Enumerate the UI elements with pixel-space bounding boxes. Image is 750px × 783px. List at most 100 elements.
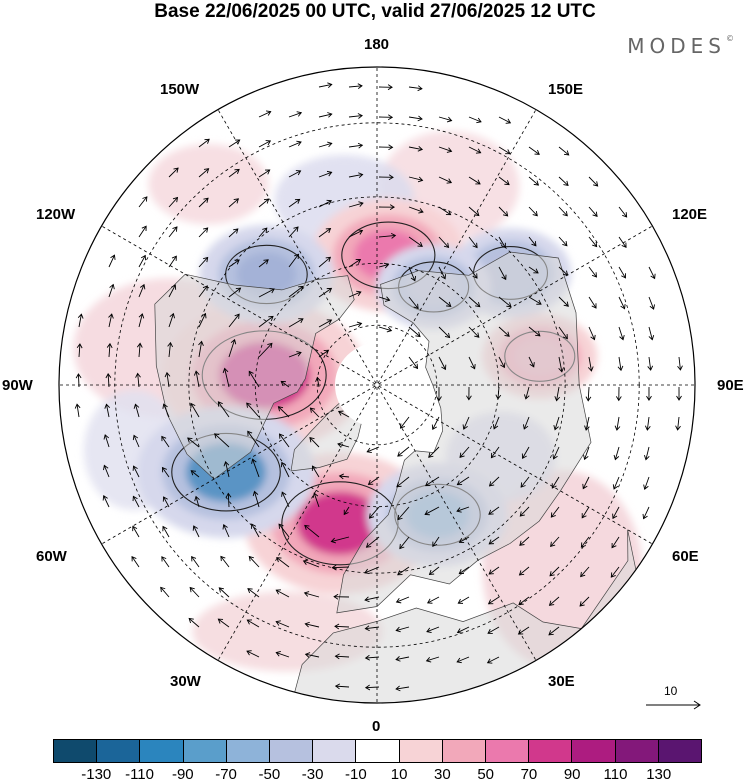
wind-arrow (248, 371, 260, 388)
wind-arrow-head (106, 342, 113, 349)
wind-arrow (468, 266, 478, 279)
wind-arrow-head (234, 259, 240, 265)
wind-arrow (348, 322, 362, 328)
wind-arrow-head (387, 114, 394, 121)
wind-arrow (198, 257, 209, 268)
wind-arrow-head (621, 242, 627, 249)
wind-arrow (276, 589, 290, 598)
lon-label-150e: 150E (548, 81, 584, 98)
wind-arrow-head (334, 623, 340, 630)
wind-arrow (468, 206, 480, 216)
wind-arrow (518, 596, 530, 605)
wind-arrow-head (644, 454, 650, 461)
wind-arrow (224, 368, 230, 388)
wind-arrow (193, 525, 200, 538)
legend-tick-label: 130 (646, 766, 672, 783)
wind-arrow (468, 176, 481, 185)
wind-arrow (133, 435, 140, 448)
wind-arrow-head (201, 312, 207, 319)
wind-arrow (582, 476, 590, 489)
wind-arrow-head (592, 181, 599, 187)
wind-arrow (528, 266, 539, 274)
wind-arrow-head (592, 241, 598, 248)
wind-arrow-head (171, 255, 177, 261)
coastline-layer (154, 251, 645, 703)
wind-arrow (365, 626, 380, 630)
wind-arrow-head (293, 226, 299, 232)
wind-arrow-head (104, 403, 111, 409)
wind-arrow (108, 255, 115, 268)
wind-arrow (498, 206, 508, 217)
wind-arrow-head (428, 569, 435, 576)
wind-arrow (491, 446, 500, 458)
wind-arrow-head (356, 290, 362, 297)
legend-swatch (529, 740, 573, 762)
wind-arrow (395, 656, 410, 661)
wind-arrow-head (364, 625, 370, 632)
landmass (281, 529, 645, 703)
wind-arrow (288, 170, 301, 178)
wind-arrow-head (269, 288, 275, 294)
wind-arrow (644, 476, 650, 490)
wind-arrow-head (505, 118, 512, 124)
wind-arrow-head (533, 180, 540, 186)
wind-arrow-head (173, 167, 179, 173)
wind-arrow-head (501, 274, 507, 281)
wind-arrow-head (136, 342, 143, 348)
wind-arrow (335, 655, 350, 658)
wind-arrow-head (327, 112, 333, 118)
wind-arrow (251, 523, 260, 538)
wind-arrow (191, 556, 200, 568)
wind-arrow (198, 168, 209, 178)
wind-arrow-head (167, 341, 173, 348)
wind-arrow (459, 536, 470, 543)
wind-arrow (228, 139, 240, 148)
wind-arrow-head (502, 211, 509, 217)
wind-arrow (556, 386, 560, 401)
wind-arrow-head (431, 424, 438, 431)
wind-arrow-head (191, 555, 197, 562)
wind-arrow (318, 288, 332, 298)
wind-arrow (76, 404, 80, 418)
wind-arrow-head (296, 140, 302, 147)
wind-arrow-head (296, 351, 302, 357)
wind-arrow-head (131, 555, 137, 562)
wind-arrow (187, 437, 200, 448)
legend-tick-label: 90 (563, 766, 581, 783)
wind-arrow-head (563, 180, 569, 187)
wind-arrow (498, 296, 512, 308)
wind-arrow-head (426, 598, 433, 604)
wind-arrow (558, 326, 568, 339)
wind-arrow (247, 431, 260, 448)
wind-arrow (528, 296, 542, 305)
wind-arrow-head (610, 572, 616, 578)
wind-arrow-head (621, 273, 627, 279)
wind-arrow (458, 596, 470, 604)
wind-arrow (580, 536, 590, 548)
wind-arrow-head (103, 464, 109, 471)
wind-arrow (332, 566, 350, 569)
wind-arrow-head (562, 240, 568, 247)
wind-arrow (438, 326, 450, 338)
wind-arrow-head (591, 272, 597, 278)
wind-arrow-head (265, 110, 272, 116)
wind-arrow (678, 356, 681, 370)
wind-arrow-head (218, 587, 224, 593)
wind-arrow-head (248, 370, 254, 377)
legend-swatch (183, 740, 227, 762)
wind-arrow-head (676, 395, 682, 401)
wind-arrow-head (648, 335, 655, 341)
wind-arrow-head (474, 210, 480, 217)
wind-arrow (519, 536, 530, 546)
wind-arrow (396, 596, 410, 603)
wind-arrow (400, 416, 410, 429)
wind-arrow (487, 626, 500, 634)
wind-arrow (190, 403, 200, 418)
wind-arrow (648, 266, 656, 279)
wind-arrow (258, 288, 275, 298)
wind-arrow (198, 341, 203, 358)
wind-arrow (456, 656, 470, 663)
wind-arrow (133, 465, 140, 478)
wind-arrow-head (644, 425, 651, 431)
wind-arrow (278, 523, 290, 538)
